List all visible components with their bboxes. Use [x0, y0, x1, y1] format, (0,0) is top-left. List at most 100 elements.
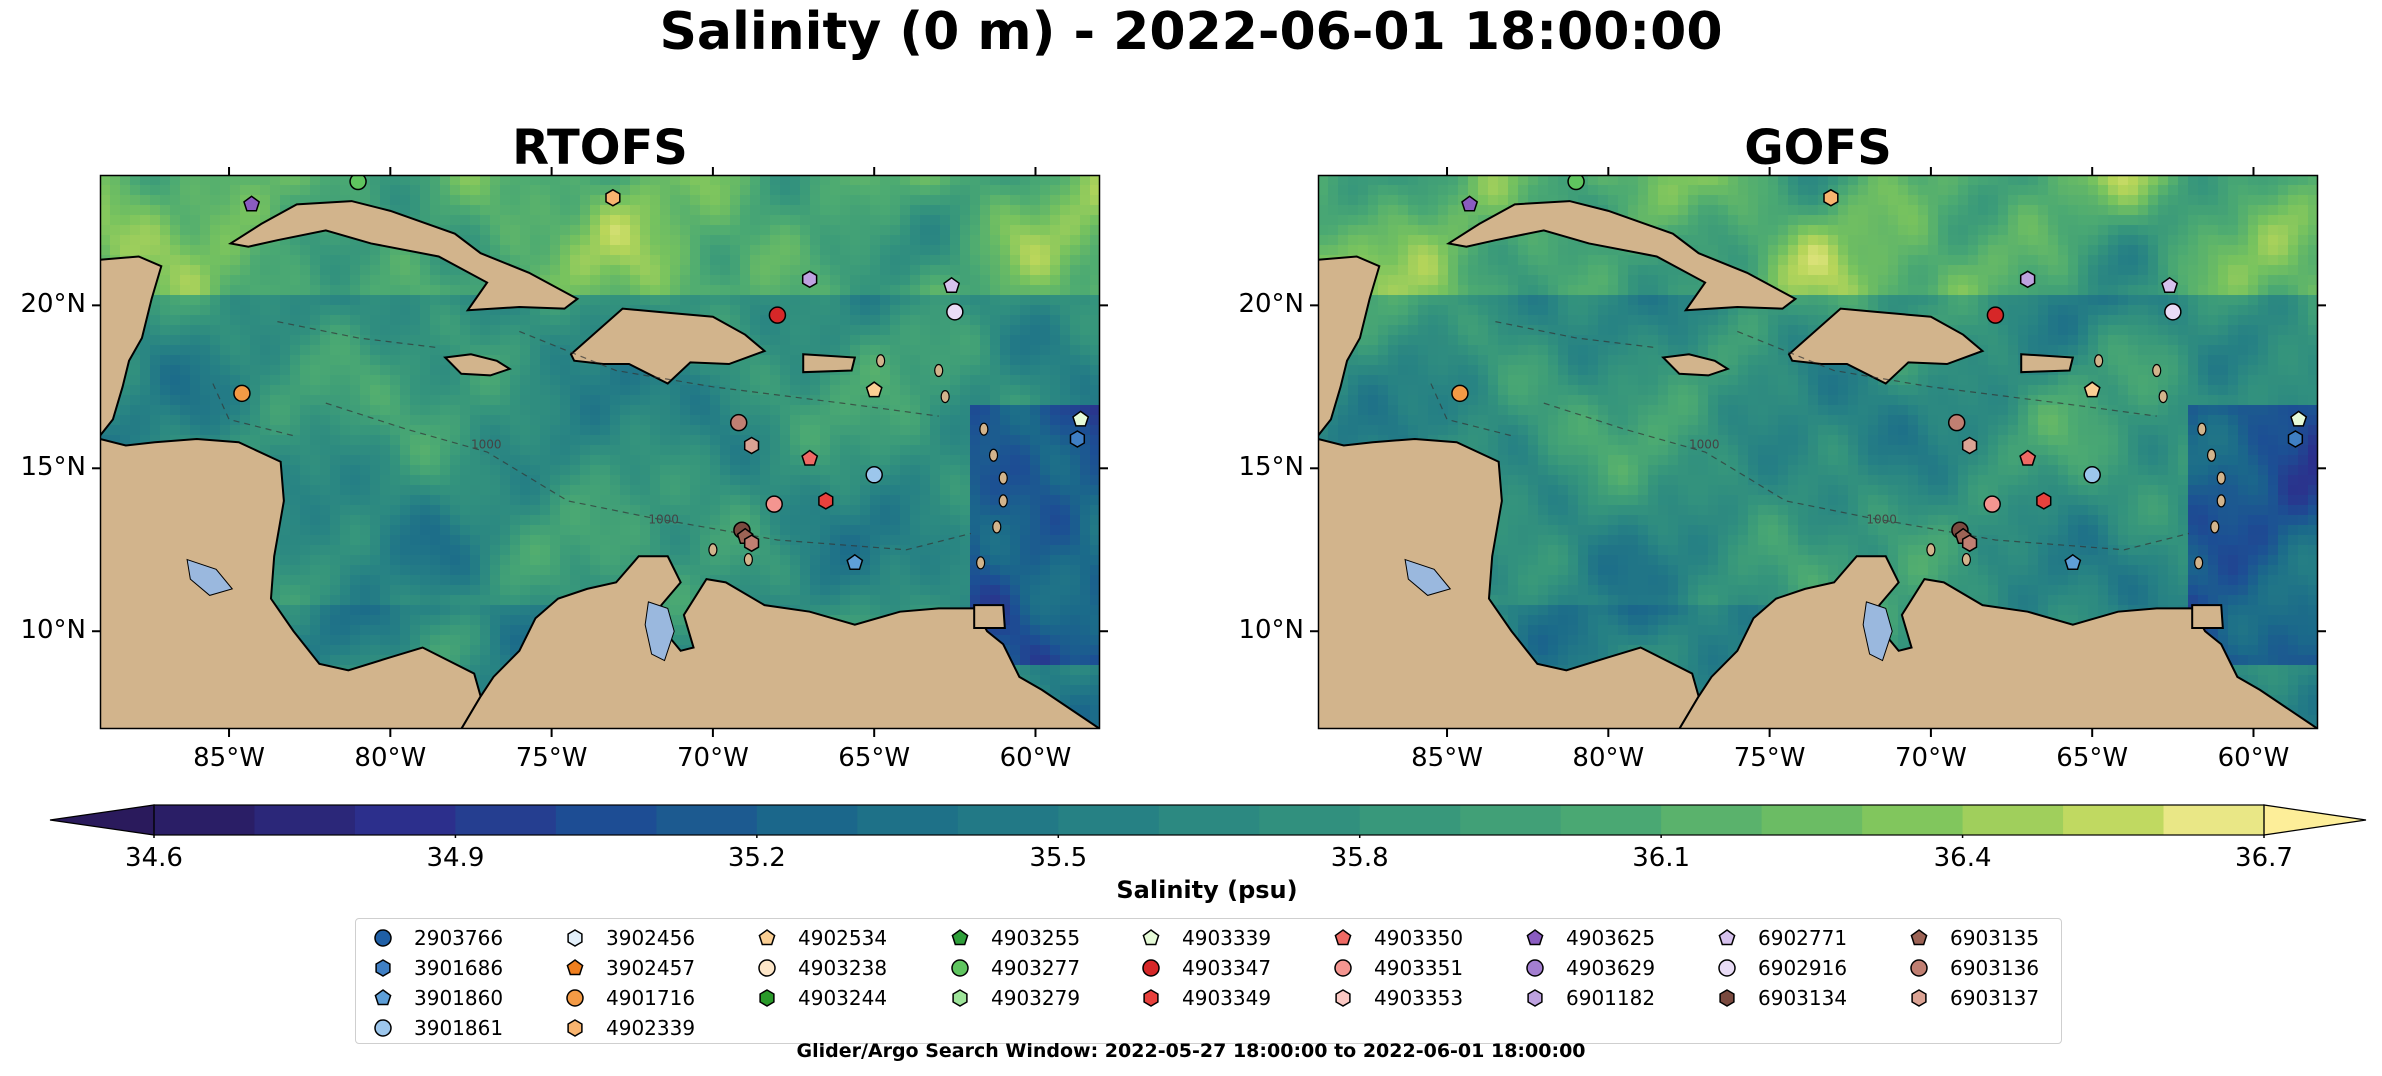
- legend-label: 6903134: [1758, 986, 1848, 1010]
- island: [2216, 471, 2226, 485]
- float-marker: [605, 188, 621, 207]
- land-yucatan: [100, 255, 163, 438]
- island: [2210, 520, 2220, 534]
- legend-label: 6903136: [1950, 956, 2040, 980]
- legend-label: 4903255: [991, 926, 1081, 950]
- float-marker: [2083, 466, 2101, 484]
- float-marker: [2290, 410, 2308, 427]
- legend-item: 4903625: [1524, 923, 1655, 953]
- gofs-map-panel[interactable]: 1000 1000: [1310, 167, 2326, 737]
- legend-item: 3902457: [564, 953, 695, 983]
- legend-item: 4903238: [756, 953, 887, 983]
- hexagon-marker-icon: [567, 929, 583, 947]
- longitude-label: 65°W: [838, 743, 911, 773]
- legend-item: 4903339: [1140, 923, 1271, 953]
- land-cuba: [227, 200, 580, 312]
- float-marker: [946, 303, 964, 321]
- depth-contour: [1737, 330, 2157, 417]
- float-marker: [243, 195, 261, 212]
- float-legend: 2903766 3901686 3901860 3901861 3902456 39024…: [355, 918, 2062, 1044]
- land-puerto_rico: [802, 353, 857, 374]
- pentagon-marker-icon: [374, 989, 392, 1006]
- float-marker: [729, 413, 748, 432]
- colorbar-segment: [154, 805, 256, 835]
- legend-label: 4903349: [1182, 986, 1272, 1010]
- island: [1926, 543, 1936, 557]
- colorbar-segment: [1962, 805, 2064, 835]
- island: [992, 520, 1002, 534]
- hexagon-marker-icon: [567, 1019, 583, 1037]
- legend-label: 4903347: [1182, 956, 1272, 980]
- float-marker: [1069, 430, 1086, 448]
- latitude-label: 15°N: [1238, 452, 1304, 483]
- float-marker: [2083, 381, 2101, 398]
- latitude-label: 20°N: [20, 289, 86, 320]
- float-marker: [2161, 276, 2179, 294]
- float-marker: [1461, 195, 1479, 212]
- legend-item: 4903347: [1140, 953, 1271, 983]
- hexagon-marker-icon: [759, 989, 775, 1007]
- colorbar-extend-high: [2263, 804, 2367, 836]
- circle-marker-icon: [566, 989, 584, 1007]
- legend-item: 6903137: [1908, 983, 2039, 1013]
- depth-contour: [1430, 383, 1512, 437]
- hexagon-marker-icon: [1143, 989, 1159, 1007]
- colorbar-tick-label: 36.1: [1632, 843, 1691, 873]
- longitude-label: 60°W: [2217, 743, 2290, 773]
- legend-item: 4902339: [564, 1013, 695, 1043]
- colorbar-segment: [756, 805, 858, 835]
- island: [2152, 363, 2162, 378]
- float-marker: [801, 449, 819, 466]
- legend-item: 4903277: [949, 953, 1080, 983]
- rtofs-map-panel[interactable]: 1000 1000: [92, 167, 1108, 737]
- depth-contour: [325, 402, 972, 551]
- contour-label: 1000: [471, 438, 502, 452]
- colorbar-segment: [1460, 805, 1562, 835]
- island: [998, 494, 1008, 508]
- hexagon-marker-icon: [375, 959, 391, 977]
- colorbar-segment: [957, 805, 1059, 835]
- legend-item: 6901182: [1524, 983, 1655, 1013]
- legend-item: 4901716: [564, 983, 695, 1013]
- search-window-caption: Glider/Argo Search Window: 2022-05-27 18…: [796, 1040, 1586, 1062]
- float-marker: [943, 276, 961, 294]
- pentagon-marker-icon: [758, 929, 776, 946]
- legend-item: 4903279: [949, 983, 1080, 1013]
- legend-label: 6902771: [1758, 926, 1848, 950]
- legend-item: 4903255: [949, 923, 1080, 953]
- map-frame: [1317, 174, 2319, 730]
- land-jamaica: [443, 353, 512, 377]
- figure-title: Salinity (0 m) - 2022-06-01 18:00:00: [659, 2, 1723, 62]
- legend-label: 4903353: [1374, 986, 1464, 1010]
- colorbar-segment: [2063, 805, 2165, 835]
- colorbar-segment: [254, 805, 356, 835]
- legend-item: 6903136: [1908, 953, 2039, 983]
- latitude-label: 15°N: [20, 452, 86, 483]
- hexagon-marker-icon: [1527, 989, 1543, 1007]
- hexagon-marker-icon: [1719, 989, 1735, 1007]
- float-marker: [349, 175, 367, 191]
- float-marker: [2064, 553, 2082, 571]
- circle-marker-icon: [758, 959, 776, 977]
- legend-label: 2903766: [414, 926, 504, 950]
- colorbar-segment: [1158, 805, 1260, 835]
- island: [2197, 422, 2207, 436]
- legend-label: 4903351: [1374, 956, 1464, 980]
- float-marker: [1986, 306, 2005, 324]
- contour-label: 1000: [1866, 513, 1897, 527]
- island: [708, 543, 718, 557]
- float-marker: [865, 381, 883, 398]
- legend-item: 3901686: [372, 953, 503, 983]
- float-marker: [1961, 436, 1978, 455]
- float-marker: [818, 492, 834, 510]
- float-marker: [743, 534, 760, 553]
- legend-item: 3901860: [372, 983, 503, 1013]
- legend-label: 4902339: [606, 1016, 696, 1040]
- circle-marker-icon: [1718, 959, 1736, 977]
- legend-label: 3901686: [414, 956, 504, 980]
- colorbar-tick-label: 36.7: [2235, 843, 2293, 873]
- depth-contour: [1543, 402, 2190, 551]
- float-marker: [801, 270, 818, 289]
- pentagon-marker-icon: [1718, 929, 1736, 946]
- float-marker: [1072, 410, 1090, 427]
